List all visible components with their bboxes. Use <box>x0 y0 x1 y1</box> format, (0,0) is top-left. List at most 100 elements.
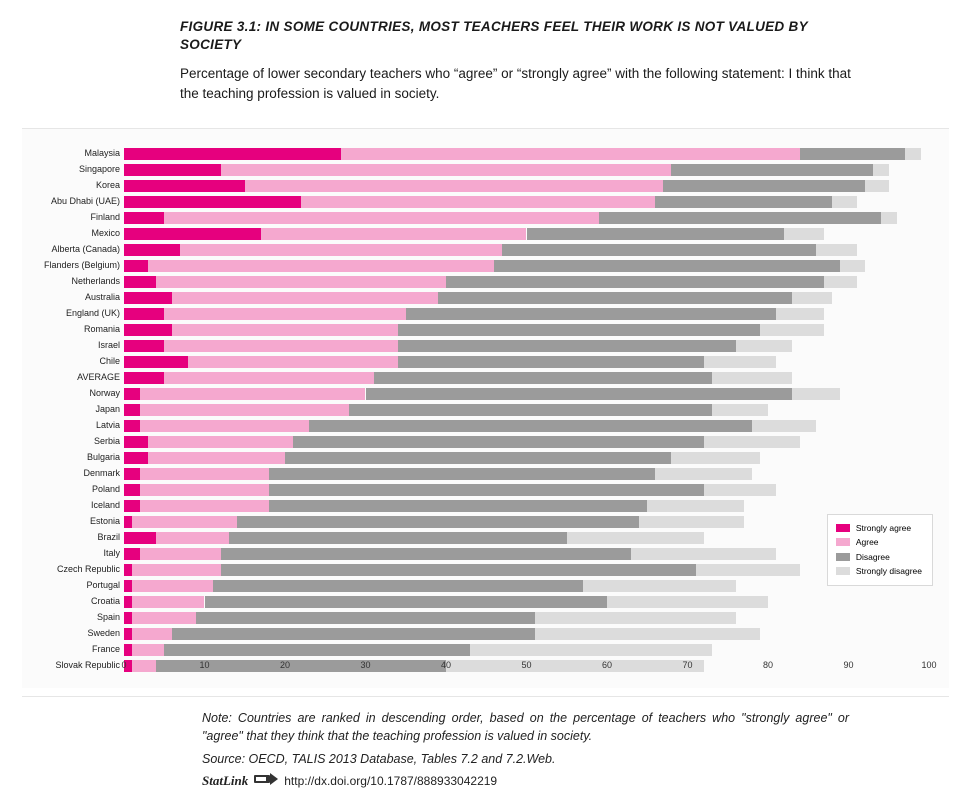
bar-segment-disagree <box>196 612 534 624</box>
bar-segment-disagree <box>213 580 583 592</box>
country-label: Korea <box>96 181 124 190</box>
bar-segment-disagree <box>309 420 752 432</box>
country-label: Poland <box>92 485 124 494</box>
bar-segment-strongly_agree <box>124 452 148 464</box>
bar-segment-strongly_agree <box>124 516 132 528</box>
bar-segment-disagree <box>800 148 905 160</box>
bar-segment-strongly_disagree <box>607 596 768 608</box>
legend-row: Strongly disagree <box>836 564 922 578</box>
country-label: Italy <box>103 549 124 558</box>
bar-track <box>124 467 929 481</box>
bar-segment-strongly_agree <box>124 564 132 576</box>
bar-segment-strongly_disagree <box>704 356 776 368</box>
bar-segment-disagree <box>269 468 655 480</box>
bar-segment-disagree <box>502 244 816 256</box>
table-row: Romania <box>124 323 929 337</box>
table-row: Bulgaria <box>124 451 929 465</box>
country-label: Iceland <box>91 501 124 510</box>
country-label: England (UK) <box>66 309 124 318</box>
bar-segment-agree <box>164 372 373 384</box>
bar-segment-agree <box>221 164 672 176</box>
bar-track <box>124 259 929 273</box>
legend: Strongly agreeAgreeDisagreeStrongly disa… <box>827 514 933 586</box>
bar-segment-disagree <box>438 292 792 304</box>
bar-segment-strongly_agree <box>124 436 148 448</box>
bar-track <box>124 163 929 177</box>
table-row: Italy <box>124 547 929 561</box>
bar-segment-agree <box>148 436 293 448</box>
bar-segment-strongly_disagree <box>792 388 840 400</box>
statlink-label: StatLink <box>202 773 248 789</box>
table-row: Poland <box>124 483 929 497</box>
country-label: Israel <box>98 341 124 350</box>
bar-segment-strongly_disagree <box>535 628 760 640</box>
legend-label: Strongly disagree <box>856 564 922 578</box>
bar-segment-strongly_agree <box>124 356 188 368</box>
bar-segment-strongly_disagree <box>792 292 832 304</box>
x-tick: 100 <box>921 660 936 670</box>
bar-segment-strongly_agree <box>124 260 148 272</box>
country-label: Singapore <box>79 165 124 174</box>
bar-segment-strongly_agree <box>124 500 140 512</box>
bar-segment-agree <box>132 612 196 624</box>
bar-segment-agree <box>132 580 213 592</box>
bar-segment-disagree <box>398 356 704 368</box>
table-row: Czech Republic <box>124 563 929 577</box>
bar-segment-agree <box>132 564 221 576</box>
bar-segment-disagree <box>229 532 567 544</box>
bar-track <box>124 195 929 209</box>
country-label: Finland <box>90 213 124 222</box>
bar-segment-disagree <box>221 548 632 560</box>
country-label: Romania <box>84 325 124 334</box>
statlink-icon <box>254 773 278 788</box>
bar-segment-strongly_disagree <box>567 532 704 544</box>
country-label: Alberta (Canada) <box>51 245 124 254</box>
bar-track <box>124 483 929 497</box>
bar-segment-strongly_disagree <box>671 452 760 464</box>
bar-segment-strongly_agree <box>124 292 172 304</box>
bar-segment-strongly_agree <box>124 484 140 496</box>
bar-segment-agree <box>140 388 365 400</box>
bar-segment-agree <box>132 516 237 528</box>
bar-segment-agree <box>140 468 269 480</box>
bar-segment-strongly_agree <box>124 404 140 416</box>
bar-track <box>124 355 929 369</box>
legend-row: Agree <box>836 535 922 549</box>
bar-segment-strongly_agree <box>124 628 132 640</box>
bar-segment-strongly_agree <box>124 308 164 320</box>
bar-track <box>124 275 929 289</box>
bar-segment-disagree <box>172 628 534 640</box>
bar-segment-strongly_disagree <box>824 276 856 288</box>
plot-area: MalaysiaSingaporeKoreaAbu Dhabi (UAE)Fin… <box>124 147 929 675</box>
table-row: Flanders (Belgium) <box>124 259 929 273</box>
footer-source: Source: OECD, TALIS 2013 Database, Table… <box>202 750 849 769</box>
country-label: Japan <box>95 405 124 414</box>
bar-segment-disagree <box>293 436 704 448</box>
bar-track <box>124 147 929 161</box>
bar-segment-disagree <box>655 196 832 208</box>
legend-row: Disagree <box>836 550 922 564</box>
x-tick: 80 <box>763 660 773 670</box>
bar-segment-agree <box>341 148 800 160</box>
figure-title: FIGURE 3.1: IN SOME COUNTRIES, MOST TEAC… <box>180 18 871 54</box>
bar-track <box>124 371 929 385</box>
bar-segment-agree <box>132 628 172 640</box>
country-label: France <box>92 645 124 654</box>
bar-segment-strongly_agree <box>124 468 140 480</box>
bar-segment-agree <box>261 228 527 240</box>
bar-segment-strongly_agree <box>124 196 301 208</box>
bar-segment-agree <box>140 548 221 560</box>
bar-track <box>124 563 929 577</box>
table-row: Croatia <box>124 595 929 609</box>
bar-segment-disagree <box>269 500 647 512</box>
figure-subtitle: Percentage of lower secondary teachers w… <box>180 64 871 103</box>
bar-segment-strongly_agree <box>124 612 132 624</box>
bar-segment-strongly_agree <box>124 580 132 592</box>
bar-segment-strongly_agree <box>124 372 164 384</box>
bar-segment-strongly_disagree <box>736 340 792 352</box>
x-tick: 70 <box>682 660 692 670</box>
table-row: England (UK) <box>124 307 929 321</box>
country-label: Bulgaria <box>87 453 124 462</box>
bar-segment-strongly_agree <box>124 644 132 656</box>
bar-segment-strongly_disagree <box>631 548 776 560</box>
